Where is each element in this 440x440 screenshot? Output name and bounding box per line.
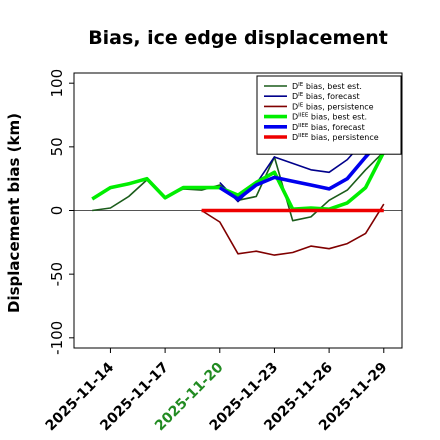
series-layer [91,133,386,256]
legend-entry: DIE bias, forecast [292,92,360,101]
chart-title: Bias, ice edge displacement [88,27,388,49]
series-line-4 [91,151,386,211]
legend-entry: DIE bias, persistence [292,102,374,111]
y-tick-label: 100 [48,69,66,98]
y-axis: -100 -50 0 50 100 [48,69,74,355]
series-line-3 [201,203,385,256]
legend-entry: DIIEE bias, persistence [292,133,379,142]
y-tick-label: 50 [48,137,66,156]
y-axis-label: Displacement bias (km) [5,113,23,313]
legend: DIE bias, best est.DIE bias, forecastDIE… [256,75,402,155]
y-tick-label: 0 [48,206,66,216]
y-tick-label: -50 [48,262,66,287]
legend-entry: DIIEE bias, best est. [292,113,367,122]
legend-entry: DIE bias, best est. [292,82,362,91]
legend-entry: DIIEE bias, forecast [292,123,365,132]
y-tick-label: -100 [48,321,66,355]
x-axis: 2025-11-142025-11-172025-11-202025-11-23… [43,348,391,434]
series-line-5 [218,135,386,201]
